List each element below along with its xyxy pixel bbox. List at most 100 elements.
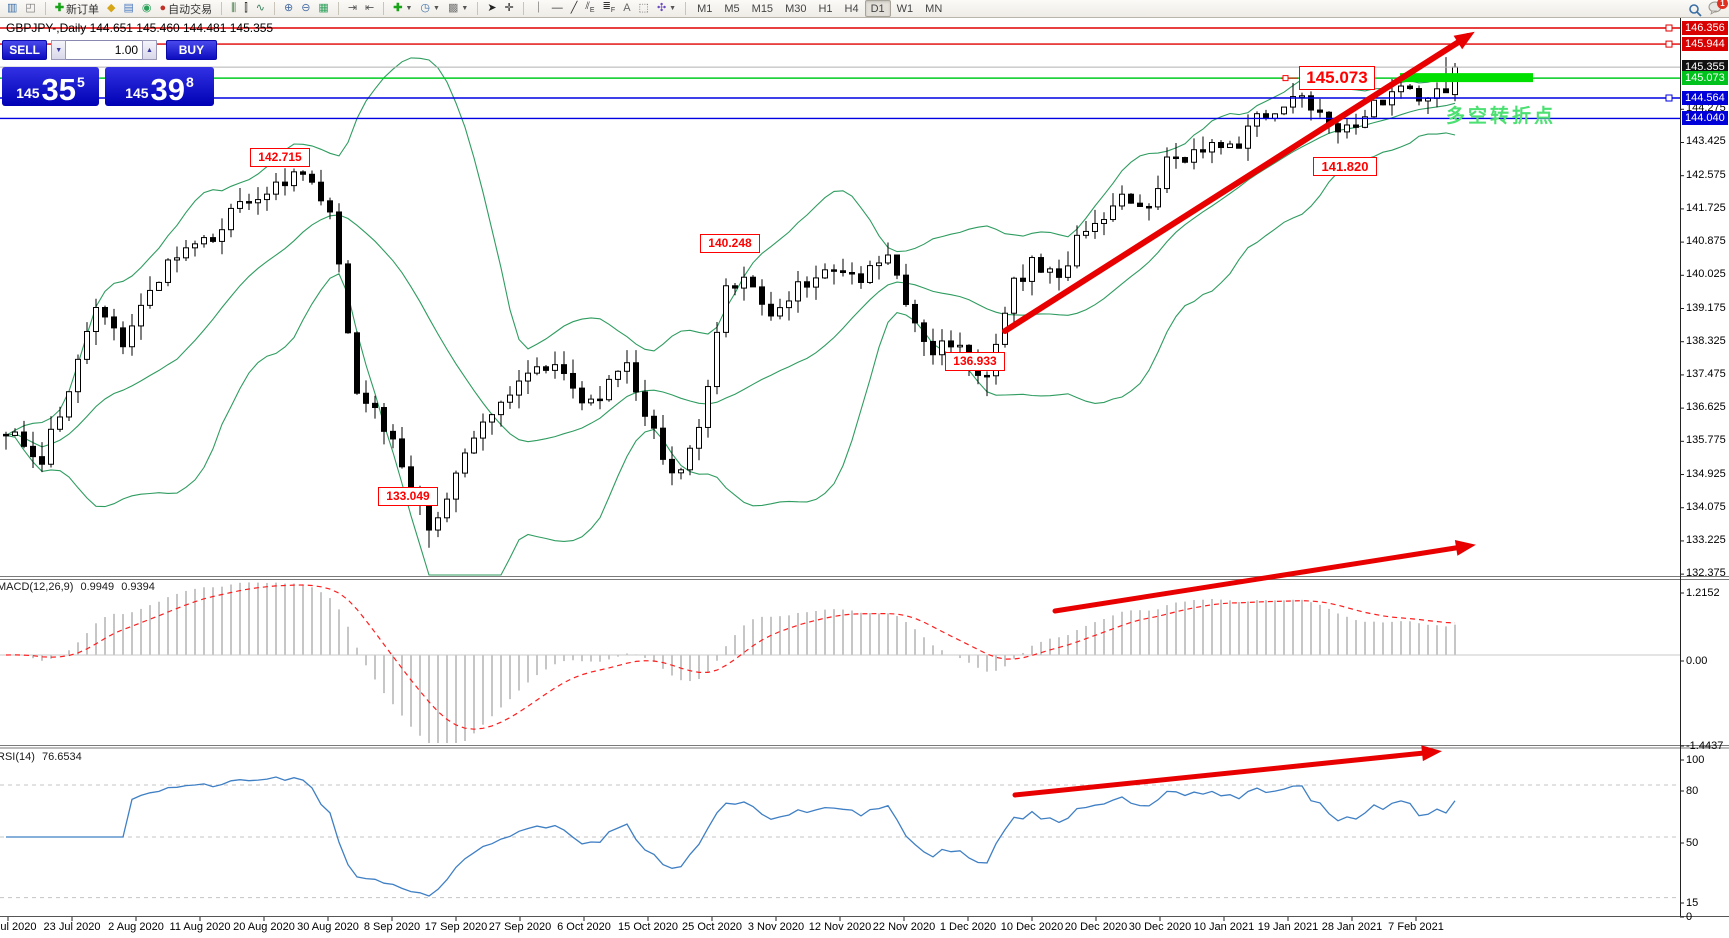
candle-bearish (102, 307, 108, 318)
candle-bearish (930, 340, 936, 356)
candle-bullish (255, 199, 261, 204)
timeframe-button-d1[interactable]: D1 (864, 0, 891, 17)
metaeditor-button[interactable]: ◆ (103, 0, 119, 17)
candle-bullish (93, 307, 99, 332)
indicator-tick-label: 100 (1686, 754, 1705, 766)
price-callout-145.073[interactable]: 145.073 (1299, 66, 1375, 90)
candle-bullish (12, 431, 18, 436)
candle-bearish (1146, 205, 1152, 209)
auto-trading-button[interactable]: ● 自动交易 (156, 0, 217, 17)
candle-bullish (1119, 193, 1125, 207)
candle-bullish (1092, 222, 1098, 232)
timeframe-button-h4[interactable]: H4 (844, 2, 859, 15)
indicators-button[interactable]: ✚ ▼ (389, 0, 416, 17)
profiles-button[interactable]: ◰ (21, 0, 39, 17)
sell-price-pip: 5 (77, 74, 85, 90)
crosshair-button[interactable]: ✛ (501, 0, 518, 17)
candle-bearish (1137, 202, 1143, 207)
terminal-button[interactable]: ▤ (120, 0, 138, 17)
candle-bullish (1434, 88, 1440, 99)
line-chart-icon: ∿ (255, 2, 265, 14)
timeframe-button-m15[interactable]: M15 (751, 2, 774, 15)
annotation-turning-point[interactable]: 多空转折点 (1446, 106, 1557, 127)
auto-scroll-button[interactable]: ⇥ (344, 0, 361, 17)
candle-bullish (201, 237, 207, 245)
zoom-in-button[interactable]: ⊕ (280, 0, 297, 17)
new-chart-button[interactable]: ▥ (3, 0, 21, 17)
candle-bearish (111, 316, 117, 329)
price-tick-label: 132.375 (1686, 567, 1726, 580)
candle-bearish (372, 402, 378, 409)
candle-bullish (786, 300, 792, 309)
volume-input[interactable] (66, 40, 143, 60)
text-label-button[interactable]: ⬚ (635, 0, 653, 17)
bar-chart-button[interactable]: ⫼ (227, 0, 240, 17)
candle-bearish (921, 322, 927, 342)
candle-bearish (381, 407, 387, 432)
price-callout-142.715[interactable]: 142.715 (250, 148, 310, 167)
volume-increase-button[interactable]: ▲ (142, 40, 157, 60)
cursor-button[interactable]: ➤ (483, 0, 500, 17)
sell-price-panel[interactable]: 145 35 5 (2, 67, 99, 106)
timeframe-button-m5[interactable]: M5 (724, 2, 740, 15)
price-callout-133.049[interactable]: 133.049 (378, 487, 438, 506)
candle-bearish (651, 415, 657, 429)
signals-button[interactable]: ◉ (138, 0, 156, 17)
candle-bearish (1443, 88, 1449, 94)
date-label: 30 Dec 2020 (1128, 921, 1192, 933)
date-label: 7 Feb 2021 (1388, 921, 1444, 933)
new-order-button[interactable]: ✚ 新订单 (51, 0, 103, 17)
timeframe-button-m30[interactable]: M30 (785, 2, 807, 15)
vertical-line-button[interactable]: ｜ (529, 0, 548, 17)
zoom-out-button[interactable]: ⊖ (297, 0, 314, 17)
clock-icon: ◷ (420, 2, 431, 14)
fibonacci-icon: ≣F (602, 1, 616, 14)
price-tick-label: 133.225 (1686, 533, 1726, 546)
indicator-tick-label: -1.4437 (1686, 740, 1724, 752)
candle-bullish (885, 254, 891, 264)
buy-button[interactable]: BUY (165, 40, 217, 60)
candle-bearish (759, 286, 765, 305)
channel-button[interactable]: ⫽E (581, 0, 598, 17)
trendline-button[interactable]: ╱ (567, 0, 582, 17)
text-button[interactable]: A (619, 0, 634, 17)
candlestick-chart-button[interactable]: ⫿ (240, 0, 252, 17)
candle-bullish (138, 304, 144, 327)
timeframe-button-mn[interactable]: MN (925, 2, 943, 15)
buy-price-panel[interactable]: 145 39 8 (105, 67, 214, 106)
candle-bearish (345, 263, 351, 334)
candle-bullish (1371, 99, 1377, 118)
toolbar-separator (337, 2, 339, 15)
arrows-button[interactable]: ✣ ▼ (653, 0, 680, 17)
candle-bearish (1236, 143, 1242, 149)
horizontal-line-button[interactable]: — (548, 0, 567, 17)
chart-shift-button[interactable]: ⇤ (361, 0, 378, 17)
notifications-button[interactable]: 1 (1708, 0, 1728, 18)
fibonacci-button[interactable]: ≣F (599, 0, 620, 17)
timeframe-button-w1[interactable]: W1 (896, 2, 914, 15)
candle-bullish (696, 426, 702, 449)
search-icon[interactable] (1688, 3, 1702, 17)
timeframe-button-m1[interactable]: M1 (697, 2, 713, 15)
price-callout-140.248[interactable]: 140.248 (700, 234, 760, 253)
indicator-tick-label: 15 (1686, 897, 1699, 909)
candle-bearish (660, 427, 666, 460)
timeframe-button-h1[interactable]: H1 (818, 2, 833, 15)
volume-decrease-button[interactable]: ▼ (51, 40, 67, 60)
candle-bearish (903, 274, 909, 305)
price-callout-141.820[interactable]: 141.820 (1313, 157, 1377, 176)
price-callout-136.933[interactable]: 136.933 (945, 352, 1005, 371)
candle-bearish (633, 362, 639, 393)
crosshair-icon: ✛ (504, 2, 514, 14)
templates-button[interactable]: ▩ ▼ (444, 0, 472, 17)
sell-button[interactable]: SELL (2, 40, 48, 60)
indicator-tick-label: 0.00 (1686, 655, 1708, 667)
buy-price-figure: 145 (125, 85, 149, 101)
line-chart-button[interactable]: ∿ (252, 0, 269, 17)
trend-arrow-main (1002, 33, 1471, 334)
candle-bearish (570, 372, 576, 389)
terminal-icon: ▤ (123, 2, 134, 14)
tile-windows-button[interactable]: ▦ (314, 0, 332, 17)
periods-button[interactable]: ◷ ▼ (416, 0, 444, 17)
